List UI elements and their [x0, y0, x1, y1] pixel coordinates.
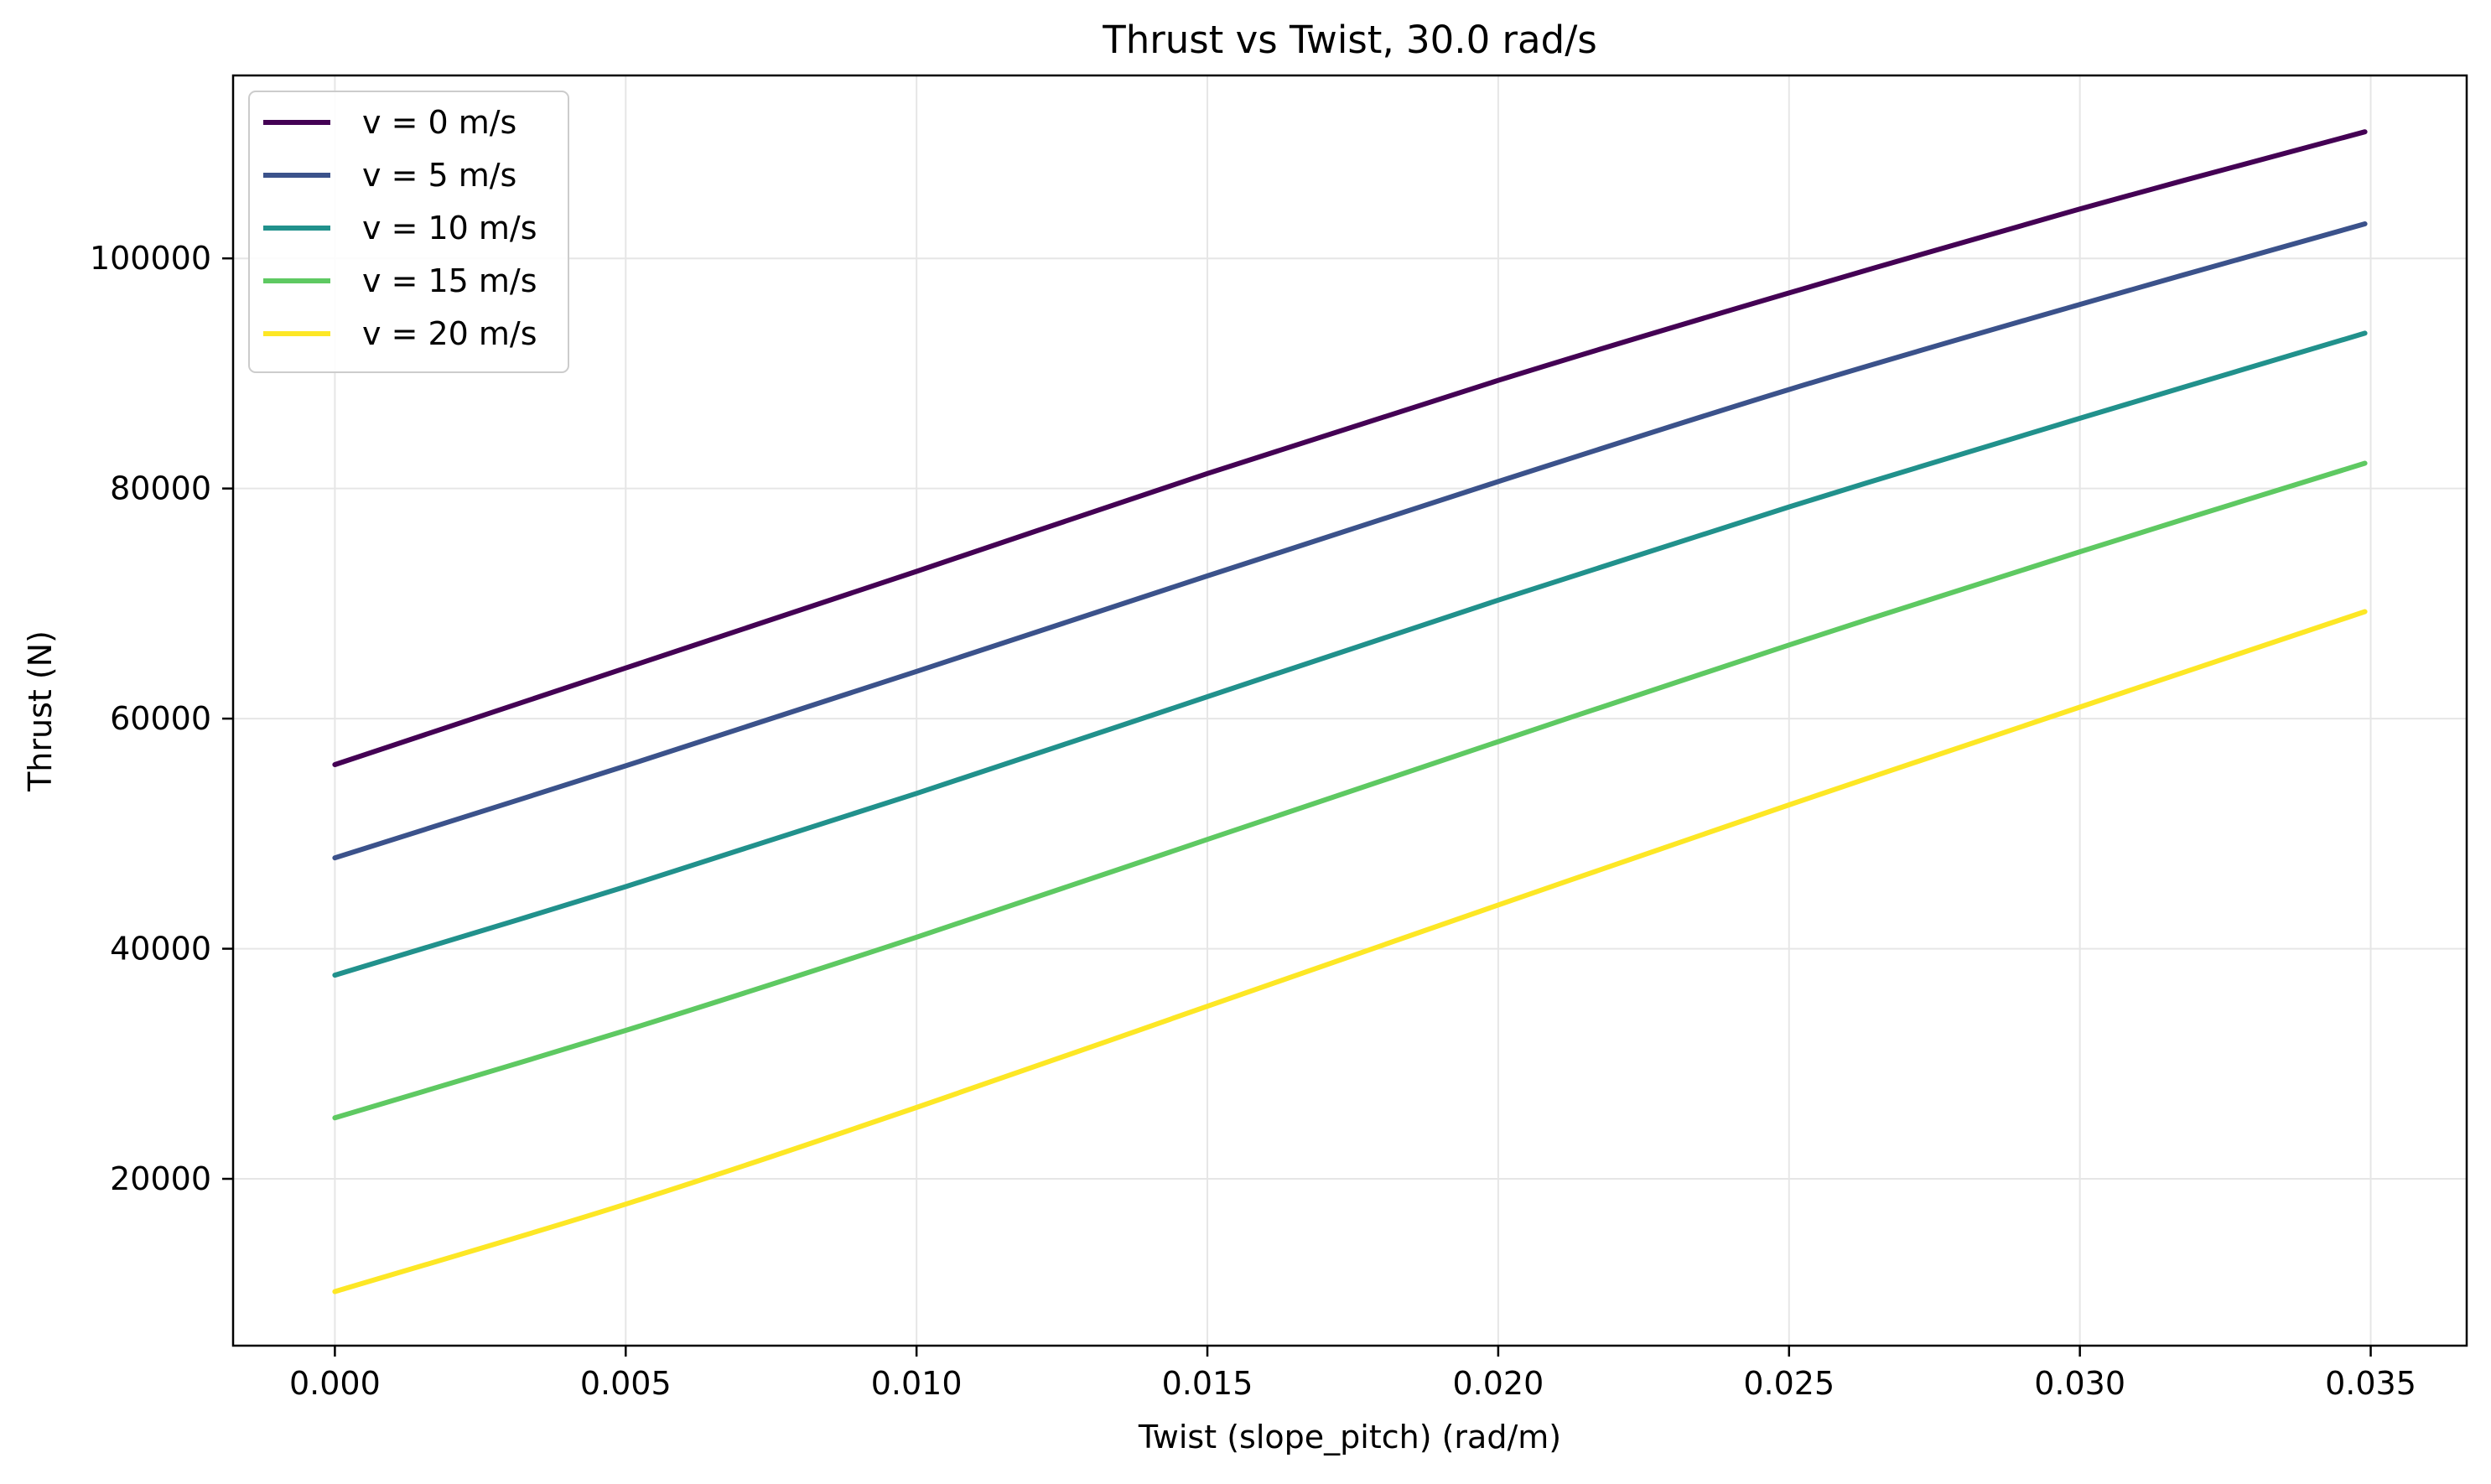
y-tick-label: 20000	[110, 1160, 211, 1197]
chart-title: Thrust vs Twist, 30.0 rad/s	[1102, 18, 1597, 62]
legend: v = 0 m/s v = 5 m/s v = 10 m/s v = 15 m/s v …	[248, 91, 569, 373]
legend-label-4: v = 20 m/s	[362, 315, 537, 352]
y-tick-label: 60000	[110, 700, 211, 737]
x-tick-label: 0.030	[2034, 1365, 2125, 1402]
legend-label-1: v = 5 m/s	[362, 157, 516, 194]
y-axis-label: Thrust (N)	[22, 630, 59, 792]
y-tick-label: 100000	[90, 240, 211, 277]
series-lines	[332, 129, 2368, 1295]
series-line-4	[332, 609, 2368, 1295]
legend-box	[248, 91, 569, 373]
y-tick-label: 40000	[110, 931, 211, 968]
x-axis-label: Twist (slope_pitch) (rad/m)	[1138, 1419, 1561, 1455]
series-line-2	[332, 330, 2368, 978]
series-line-0	[332, 129, 2368, 767]
x-tick-label: 0.005	[580, 1365, 672, 1402]
legend-label-2: v = 10 m/s	[362, 210, 537, 246]
legend-label-3: v = 15 m/s	[362, 262, 537, 299]
axis-ticks: 0.000 0.005 0.010 0.015 0.020 0.025 0.030 0.035…	[90, 240, 2416, 1402]
x-tick-label: 0.035	[2325, 1365, 2416, 1402]
y-tick-label: 80000	[110, 470, 211, 507]
x-tick-label: 0.010	[871, 1365, 963, 1402]
x-tick-label: 0.000	[289, 1365, 381, 1402]
x-tick-label: 0.020	[1453, 1365, 1544, 1402]
x-tick-label: 0.015	[1162, 1365, 1253, 1402]
series-line-3	[332, 460, 2368, 1121]
grid-lines	[233, 75, 2467, 1346]
legend-label-0: v = 0 m/s	[362, 104, 516, 141]
plot-frame	[231, 74, 2468, 1347]
series-line-1	[332, 221, 2368, 861]
x-tick-label: 0.025	[1743, 1365, 1835, 1402]
